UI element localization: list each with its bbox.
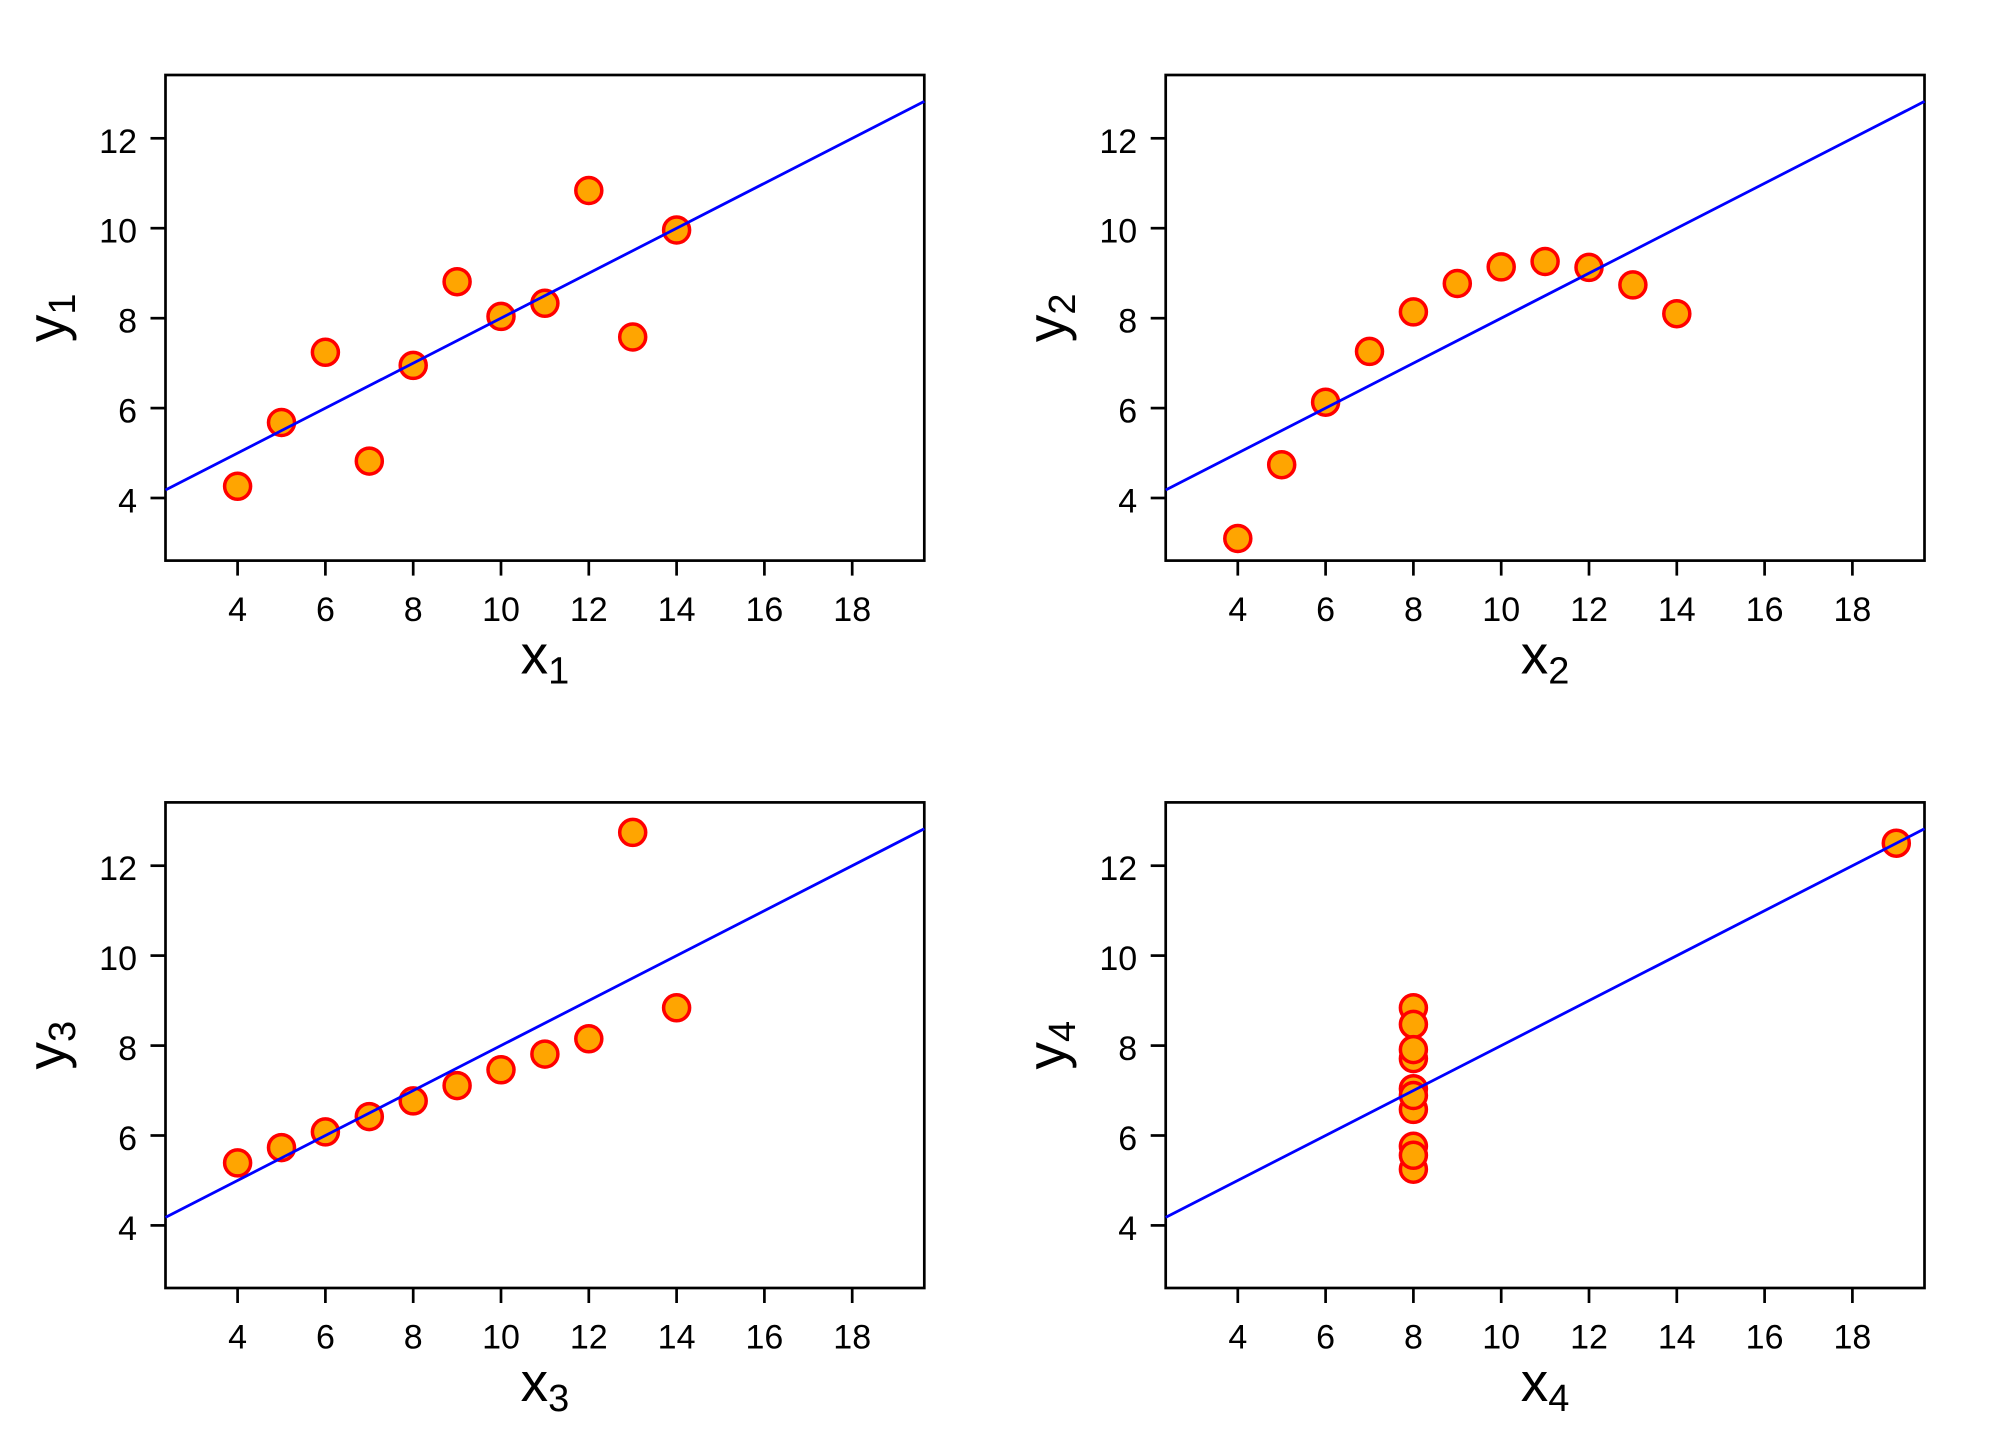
svg-text:12: 12: [1099, 850, 1137, 888]
svg-text:6: 6: [316, 1319, 335, 1357]
svg-text:4: 4: [228, 591, 247, 629]
svg-text:16: 16: [1746, 591, 1784, 629]
svg-text:18: 18: [1833, 1319, 1871, 1357]
svg-text:8: 8: [1118, 303, 1137, 341]
svg-text:10: 10: [1099, 940, 1137, 978]
svg-text:10: 10: [482, 591, 520, 629]
svg-text:6: 6: [1118, 393, 1137, 431]
svg-text:14: 14: [1658, 1319, 1696, 1357]
svg-text:10: 10: [99, 940, 137, 978]
svg-text:8: 8: [1404, 591, 1423, 629]
svg-text:10: 10: [1482, 1319, 1520, 1357]
svg-text:12: 12: [570, 591, 608, 629]
svg-text:18: 18: [833, 1319, 871, 1357]
svg-text:4: 4: [228, 1319, 247, 1357]
svg-text:10: 10: [1482, 591, 1520, 629]
svg-text:4: 4: [1228, 591, 1247, 629]
svg-text:12: 12: [1570, 591, 1608, 629]
svg-text:16: 16: [1746, 1319, 1784, 1357]
svg-text:4: 4: [1228, 1319, 1247, 1357]
svg-text:8: 8: [404, 591, 423, 629]
svg-text:16: 16: [745, 1319, 783, 1357]
svg-text:6: 6: [316, 591, 335, 629]
svg-text:10: 10: [1099, 213, 1137, 251]
svg-text:6: 6: [1316, 1319, 1335, 1357]
svg-text:8: 8: [404, 1319, 423, 1357]
svg-text:18: 18: [833, 591, 871, 629]
svg-text:4: 4: [1118, 483, 1137, 521]
svg-text:6: 6: [118, 393, 137, 431]
svg-text:6: 6: [1316, 591, 1335, 629]
svg-text:8: 8: [118, 1030, 137, 1068]
svg-text:12: 12: [1570, 1319, 1608, 1357]
svg-text:8: 8: [1118, 1030, 1137, 1068]
svg-text:4: 4: [118, 483, 137, 521]
svg-text:12: 12: [99, 123, 137, 161]
svg-text:12: 12: [1099, 123, 1137, 161]
svg-text:6: 6: [118, 1120, 137, 1158]
svg-text:6: 6: [1118, 1120, 1137, 1158]
svg-text:14: 14: [658, 1319, 696, 1357]
svg-text:x4: x4: [1521, 1351, 1570, 1420]
svg-text:10: 10: [482, 1319, 520, 1357]
svg-text:14: 14: [658, 591, 696, 629]
svg-text:18: 18: [1833, 591, 1871, 629]
svg-text:12: 12: [570, 1319, 608, 1357]
svg-text:10: 10: [99, 213, 137, 251]
svg-text:8: 8: [1404, 1319, 1423, 1357]
svg-text:4: 4: [1118, 1210, 1137, 1248]
svg-text:14: 14: [1658, 591, 1696, 629]
svg-text:16: 16: [745, 591, 783, 629]
svg-text:4: 4: [118, 1210, 137, 1248]
svg-text:12: 12: [99, 850, 137, 888]
svg-text:8: 8: [118, 303, 137, 341]
